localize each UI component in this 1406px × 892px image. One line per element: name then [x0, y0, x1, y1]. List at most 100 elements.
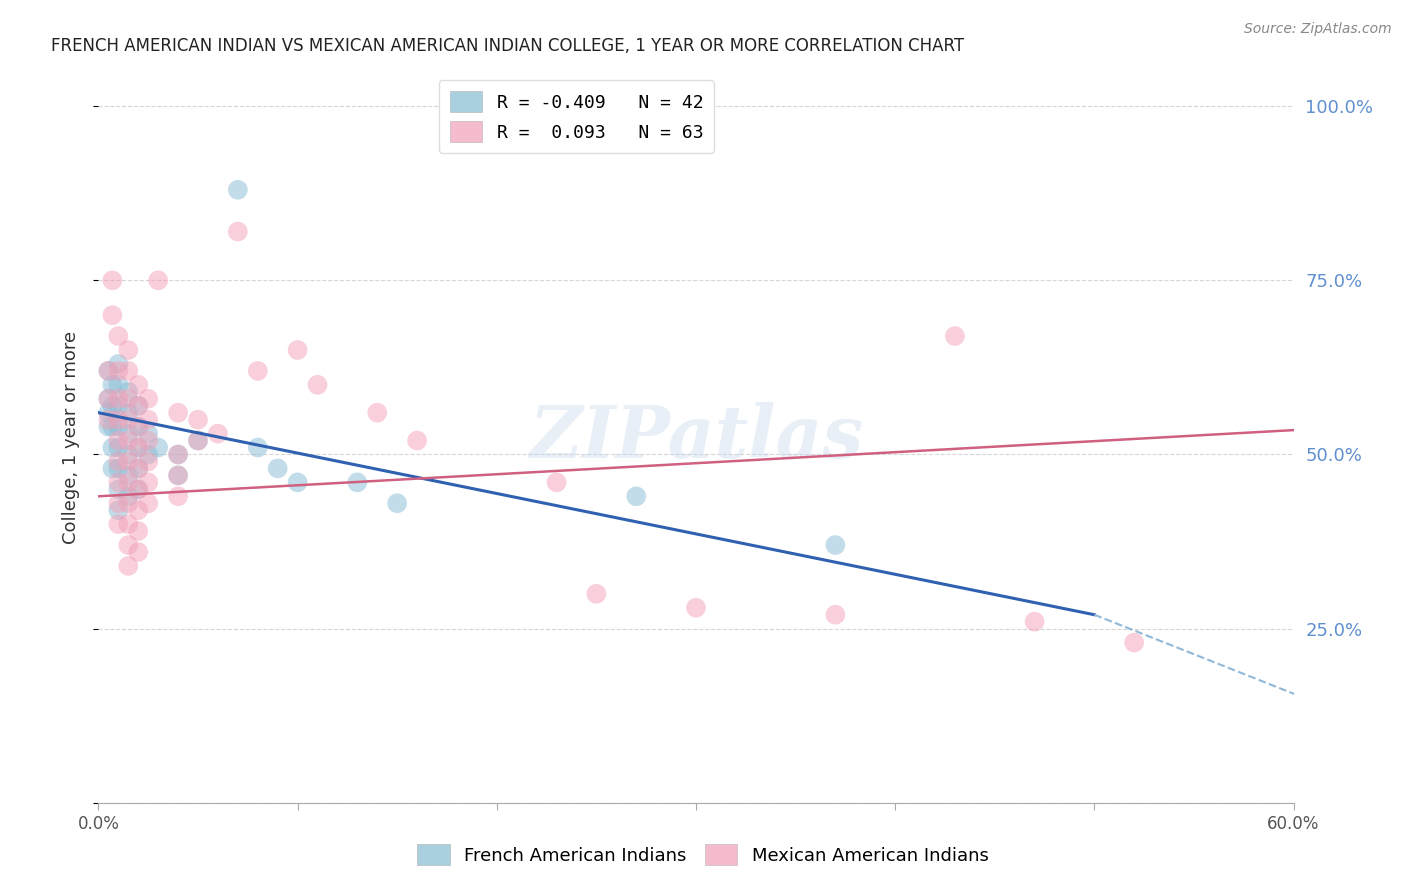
Point [246, 364, 269, 378]
Point [1024, 615, 1046, 629]
Point [136, 448, 159, 462]
Point [127, 524, 149, 538]
Point [167, 406, 190, 420]
Point [101, 419, 124, 434]
Point [97, 419, 120, 434]
Point [117, 426, 139, 441]
Point [117, 343, 139, 357]
Text: FRENCH AMERICAN INDIAN VS MEXICAN AMERICAN INDIAN COLLEGE, 1 YEAR OR MORE CORREL: FRENCH AMERICAN INDIAN VS MEXICAN AMERIC… [51, 37, 963, 54]
Point [101, 308, 124, 322]
Point [127, 503, 149, 517]
Point [167, 448, 190, 462]
Point [148, 273, 170, 287]
Point [127, 461, 149, 475]
Point [226, 225, 249, 239]
Point [127, 483, 149, 497]
Point [117, 558, 139, 573]
Point [101, 441, 124, 455]
Y-axis label: College, 1 year or more: College, 1 year or more [62, 331, 80, 543]
Point [107, 434, 129, 448]
Point [101, 377, 124, 392]
Point [117, 538, 139, 552]
Point [101, 273, 124, 287]
Point [287, 343, 309, 357]
Point [546, 475, 568, 490]
Point [117, 517, 139, 532]
Point [117, 468, 139, 483]
Point [127, 483, 149, 497]
Point [287, 475, 309, 490]
Point [136, 392, 159, 406]
Point [226, 183, 249, 197]
Point [107, 503, 129, 517]
Point [167, 468, 190, 483]
Point [824, 538, 846, 552]
Point [943, 329, 966, 343]
Point [626, 489, 648, 503]
Point [385, 496, 409, 510]
Point [107, 461, 129, 475]
Point [246, 441, 269, 455]
Point [187, 412, 209, 426]
Point [127, 441, 149, 455]
Point [97, 392, 120, 406]
Point [136, 496, 159, 510]
Point [117, 496, 139, 510]
Point [127, 441, 149, 455]
Point [97, 364, 120, 378]
Point [97, 406, 120, 420]
Point [107, 441, 129, 455]
Point [97, 364, 120, 378]
Point [117, 475, 139, 490]
Point [685, 600, 707, 615]
Point [117, 364, 139, 378]
Point [167, 489, 190, 503]
Point [101, 461, 124, 475]
Point [117, 454, 139, 468]
Point [406, 434, 429, 448]
Point [585, 587, 607, 601]
Point [127, 419, 149, 434]
Point [117, 392, 139, 406]
Point [117, 406, 139, 420]
Point [101, 399, 124, 413]
Point [107, 475, 129, 490]
Point [136, 454, 159, 468]
Point [207, 426, 229, 441]
Point [127, 461, 149, 475]
Point [824, 607, 846, 622]
Point [1123, 635, 1146, 649]
Point [127, 377, 149, 392]
Point [107, 364, 129, 378]
Point [117, 434, 139, 448]
Point [117, 384, 139, 399]
Point [346, 475, 368, 490]
Point [136, 475, 159, 490]
Point [117, 412, 139, 426]
Point [167, 468, 190, 483]
Point [267, 461, 290, 475]
Text: Source: ZipAtlas.com: Source: ZipAtlas.com [1244, 22, 1392, 37]
Text: ZIPatlas: ZIPatlas [529, 401, 863, 473]
Point [167, 448, 190, 462]
Point [117, 448, 139, 462]
Point [366, 406, 388, 420]
Legend: French American Indians, Mexican American Indians: French American Indians, Mexican America… [408, 835, 998, 874]
Point [136, 412, 159, 426]
Point [136, 426, 159, 441]
Legend: R = -0.409   N = 42, R =  0.093   N = 63: R = -0.409 N = 42, R = 0.093 N = 63 [439, 80, 714, 153]
Point [107, 419, 129, 434]
Point [107, 496, 129, 510]
Point [127, 399, 149, 413]
Point [107, 377, 129, 392]
Point [187, 434, 209, 448]
Point [307, 377, 329, 392]
Point [127, 399, 149, 413]
Point [117, 489, 139, 503]
Point [107, 392, 129, 406]
Point [127, 545, 149, 559]
Point [127, 419, 149, 434]
Point [136, 434, 159, 448]
Point [107, 399, 129, 413]
Point [97, 392, 120, 406]
